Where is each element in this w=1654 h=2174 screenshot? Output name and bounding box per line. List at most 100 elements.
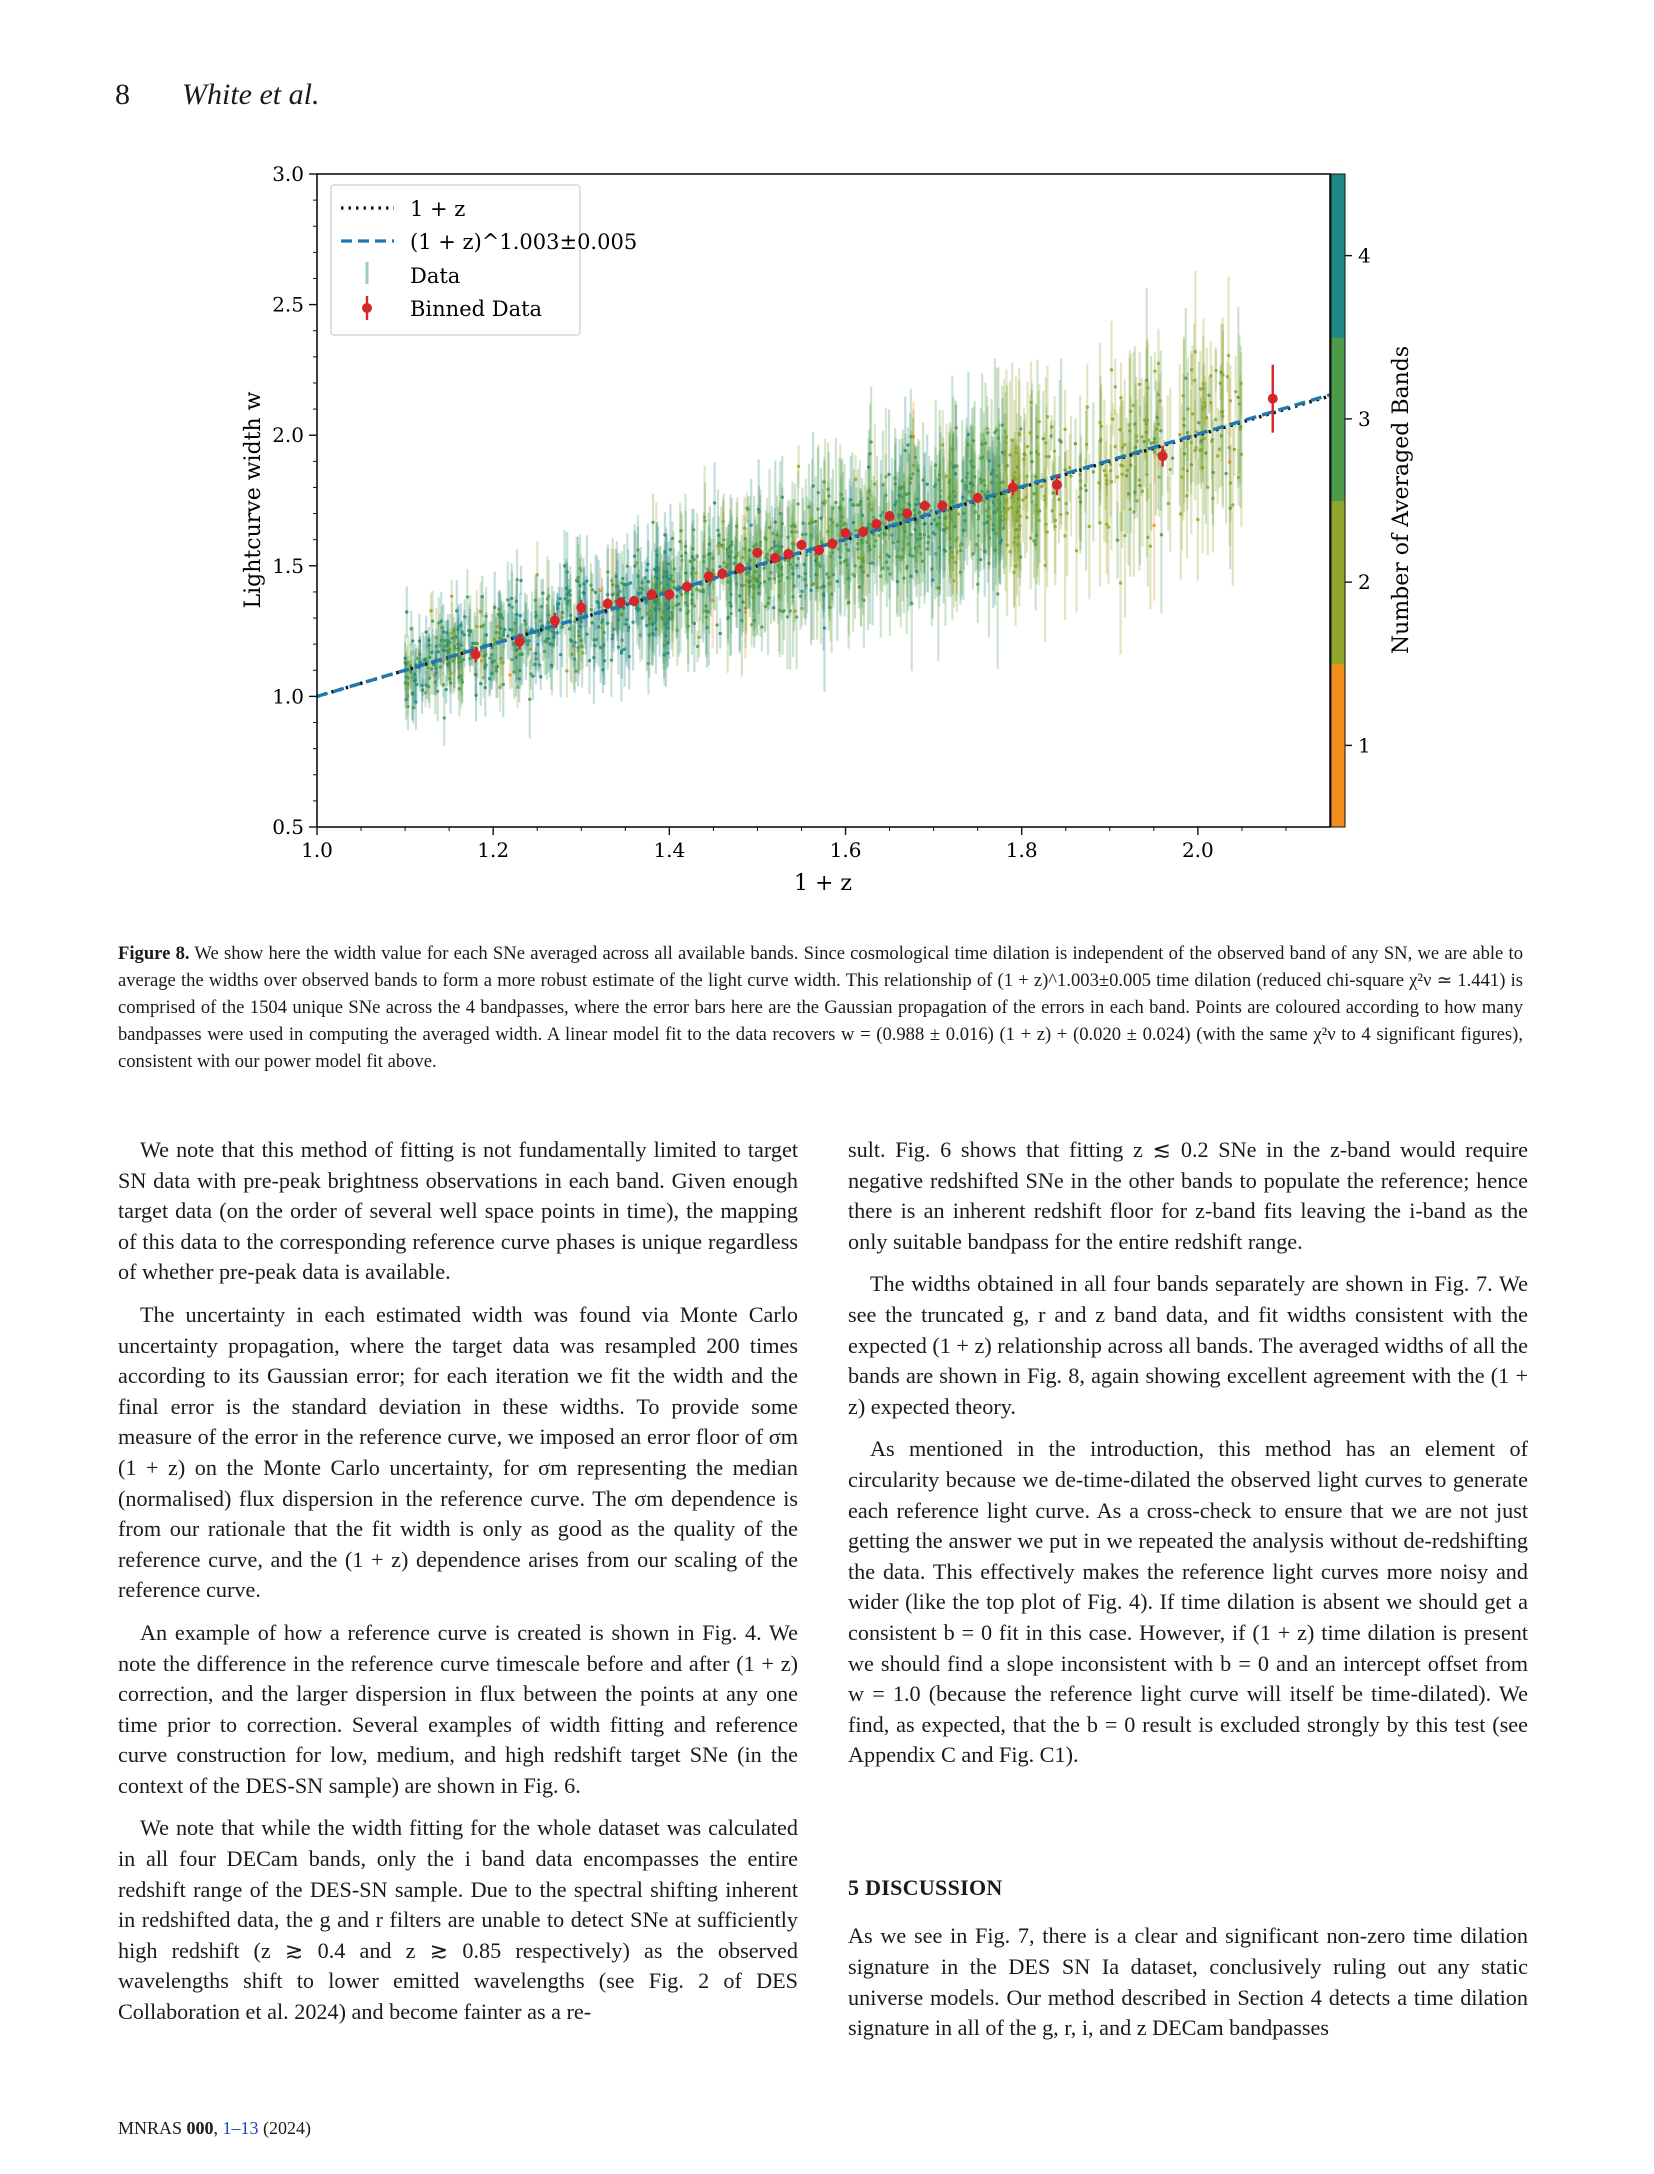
data-point bbox=[821, 501, 825, 505]
data-point bbox=[654, 584, 658, 588]
data-point bbox=[868, 452, 872, 456]
data-point bbox=[1024, 495, 1028, 500]
data-point bbox=[405, 610, 409, 614]
data-point bbox=[898, 555, 902, 559]
data-point bbox=[1104, 473, 1108, 478]
data-point bbox=[565, 669, 569, 673]
data-point bbox=[950, 447, 954, 452]
data-point bbox=[1206, 485, 1210, 489]
data-point bbox=[606, 570, 610, 574]
data-point bbox=[636, 574, 640, 578]
binned-point bbox=[734, 563, 745, 574]
data-point bbox=[1016, 497, 1021, 501]
data-point bbox=[1030, 459, 1034, 464]
data-point bbox=[861, 569, 865, 574]
data-point bbox=[767, 596, 771, 600]
data-point bbox=[664, 634, 668, 638]
data-point bbox=[1181, 394, 1185, 398]
data-point bbox=[1033, 542, 1038, 547]
y-tick-label: 0.5 bbox=[272, 815, 304, 839]
data-point bbox=[809, 588, 813, 593]
data-point bbox=[1124, 474, 1129, 478]
data-point bbox=[1133, 490, 1137, 494]
data-point bbox=[420, 688, 425, 692]
data-point bbox=[510, 605, 514, 609]
data-point bbox=[1010, 438, 1014, 442]
data-point bbox=[985, 431, 990, 435]
paragraph: As mentioned in the introduction, this m… bbox=[848, 1436, 1528, 1768]
data-point bbox=[430, 650, 434, 655]
legend-label-1pz: 1 + z bbox=[410, 197, 465, 221]
data-point bbox=[1036, 452, 1041, 456]
colorbar-tick-label: 3 bbox=[1358, 407, 1371, 431]
data-point bbox=[1023, 453, 1027, 457]
data-point bbox=[853, 564, 857, 568]
data-point bbox=[1168, 467, 1172, 472]
data-point bbox=[895, 579, 900, 584]
data-point bbox=[435, 689, 440, 693]
data-point bbox=[558, 596, 562, 601]
data-point bbox=[572, 657, 577, 661]
data-point bbox=[719, 543, 724, 548]
data-point bbox=[970, 490, 974, 494]
data-point bbox=[963, 518, 967, 523]
paragraph: The uncertainty in each estimated width … bbox=[118, 1301, 798, 1603]
data-point bbox=[498, 685, 502, 689]
data-point bbox=[995, 507, 1000, 512]
data-point bbox=[740, 618, 744, 623]
data-point bbox=[552, 630, 556, 635]
data-point bbox=[974, 542, 979, 547]
data-point bbox=[995, 428, 999, 432]
data-point bbox=[479, 681, 483, 686]
data-point bbox=[1110, 417, 1115, 421]
data-point bbox=[918, 532, 923, 537]
data-point bbox=[992, 510, 996, 515]
data-point bbox=[1228, 399, 1233, 403]
data-point bbox=[1145, 378, 1149, 382]
data-point bbox=[757, 591, 761, 596]
data-point bbox=[860, 513, 865, 517]
data-point bbox=[726, 580, 730, 584]
data-point bbox=[866, 496, 870, 501]
data-point bbox=[1239, 381, 1243, 386]
data-point bbox=[1137, 382, 1142, 386]
data-point bbox=[1043, 494, 1047, 498]
data-point bbox=[610, 593, 615, 597]
data-point bbox=[1108, 468, 1113, 473]
data-point bbox=[667, 616, 671, 621]
data-point bbox=[448, 677, 452, 681]
data-point bbox=[955, 536, 959, 540]
data-point bbox=[971, 552, 975, 556]
footer-pages[interactable]: 1–13 bbox=[222, 2118, 259, 2138]
colorbar: 1 2 3 4 bbox=[1330, 173, 1371, 828]
data-point bbox=[916, 468, 920, 473]
data-point bbox=[976, 514, 981, 518]
colorbar-segment bbox=[1331, 500, 1345, 665]
data-point bbox=[545, 640, 549, 644]
data-point bbox=[1155, 415, 1159, 420]
data-point bbox=[1078, 500, 1083, 504]
data-point bbox=[1133, 422, 1137, 426]
data-point bbox=[1015, 510, 1019, 514]
data-point bbox=[983, 550, 987, 554]
data-point bbox=[636, 592, 641, 596]
data-point bbox=[860, 565, 864, 569]
data-point bbox=[941, 528, 946, 532]
data-point bbox=[1098, 521, 1102, 525]
data-point bbox=[937, 478, 941, 482]
data-point bbox=[436, 649, 440, 654]
data-point bbox=[1194, 429, 1198, 434]
data-point bbox=[1015, 465, 1019, 469]
data-point bbox=[1192, 378, 1197, 383]
data-point bbox=[450, 631, 454, 635]
data-point bbox=[442, 648, 447, 653]
data-point bbox=[410, 639, 415, 643]
data-point bbox=[437, 621, 441, 625]
data-point bbox=[1122, 442, 1127, 447]
data-point bbox=[510, 628, 514, 632]
data-point bbox=[718, 564, 722, 569]
data-point bbox=[1064, 501, 1068, 506]
data-point bbox=[568, 613, 573, 618]
data-point bbox=[501, 661, 505, 665]
data-point bbox=[752, 618, 756, 623]
